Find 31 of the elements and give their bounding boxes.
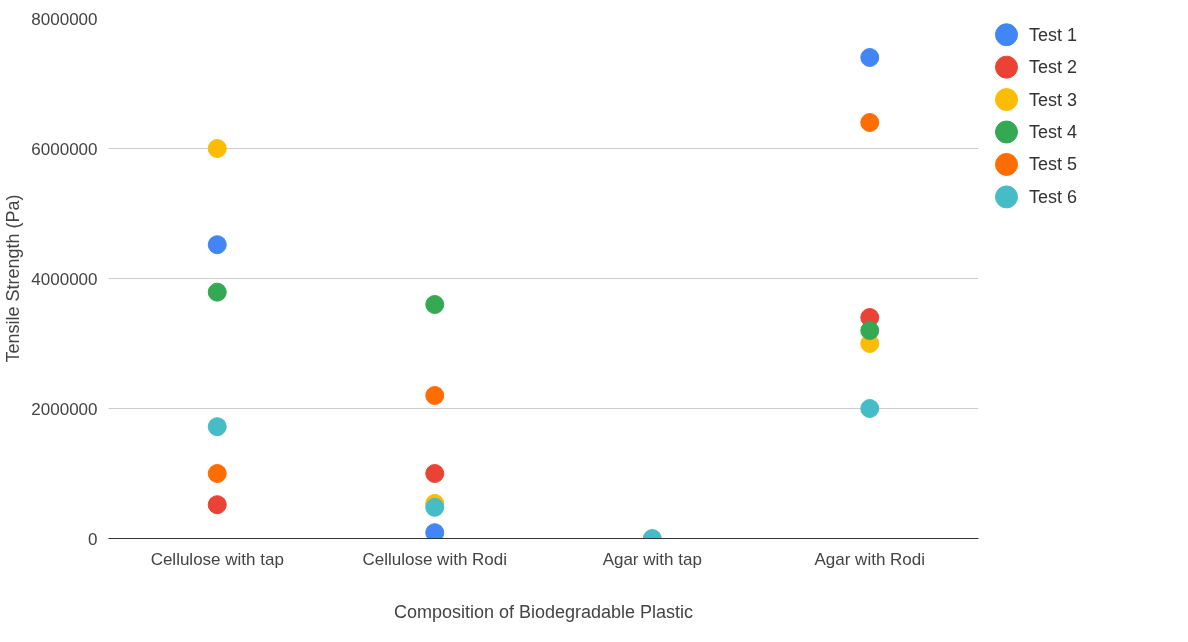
point xyxy=(860,399,880,418)
x-tick-label: Cellulose with tap xyxy=(150,549,284,569)
point xyxy=(425,386,445,405)
point xyxy=(207,235,227,255)
x-axis-title: Composition of Biodegradable Plastic xyxy=(393,601,694,622)
point xyxy=(207,417,227,437)
legend-label: Test 6 xyxy=(1029,186,1078,207)
point xyxy=(207,464,227,483)
y-tick-label: 8000000 xyxy=(31,9,98,29)
y-tick-label: 6000000 xyxy=(31,139,98,159)
y-axis-title: Tensile Strength (Pa) xyxy=(3,194,24,363)
y-tick-label: 4000000 xyxy=(31,269,98,289)
legend-label: Test 5 xyxy=(1029,154,1078,175)
x-tick-label: Agar with Rodi xyxy=(814,549,926,569)
legend-label: Test 4 xyxy=(1029,122,1078,143)
point xyxy=(207,282,227,302)
y-tick-label: 0 xyxy=(88,529,98,549)
point xyxy=(207,139,227,158)
point xyxy=(425,295,445,314)
point xyxy=(425,523,445,539)
y-tick-label: 2000000 xyxy=(31,399,98,419)
point xyxy=(425,464,445,483)
legend-label: Test 1 xyxy=(1029,24,1078,45)
legend-label: Test 3 xyxy=(1029,89,1078,110)
point xyxy=(860,48,880,67)
point xyxy=(860,321,880,340)
x-tick-label: Agar with tap xyxy=(602,549,702,569)
x-tick-label: Cellulose with Rodi xyxy=(362,549,508,569)
point xyxy=(860,113,880,132)
legend-label: Test 2 xyxy=(1029,57,1078,78)
point xyxy=(207,495,227,515)
